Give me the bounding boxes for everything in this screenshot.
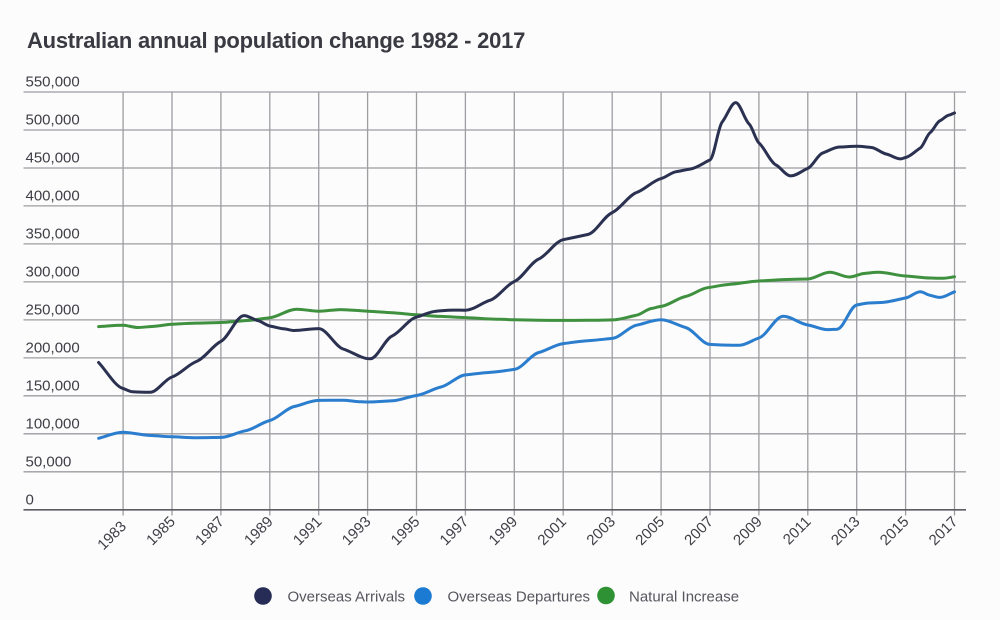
svg-text:1999: 1999 bbox=[486, 513, 522, 549]
svg-text:1997: 1997 bbox=[437, 513, 473, 549]
svg-text:100,000: 100,000 bbox=[26, 415, 80, 432]
svg-text:550,000: 550,000 bbox=[26, 74, 80, 91]
svg-text:2017: 2017 bbox=[926, 513, 962, 549]
svg-text:Natural Increase: Natural Increase bbox=[629, 589, 739, 606]
svg-text:2005: 2005 bbox=[632, 513, 668, 549]
svg-text:2011: 2011 bbox=[780, 513, 815, 548]
svg-text:1983: 1983 bbox=[94, 518, 130, 554]
svg-text:2015: 2015 bbox=[877, 513, 913, 549]
svg-text:400,000: 400,000 bbox=[26, 187, 80, 204]
svg-text:1993: 1993 bbox=[339, 513, 375, 549]
svg-text:0: 0 bbox=[26, 491, 34, 508]
svg-text:2009: 2009 bbox=[730, 513, 766, 549]
svg-text:250,000: 250,000 bbox=[26, 301, 80, 318]
svg-text:500,000: 500,000 bbox=[26, 112, 80, 129]
svg-text:1989: 1989 bbox=[241, 513, 277, 549]
svg-text:1991: 1991 bbox=[290, 513, 326, 549]
svg-text:2013: 2013 bbox=[828, 513, 864, 549]
svg-text:Overseas Departures: Overseas Departures bbox=[448, 589, 591, 606]
svg-text:Overseas Arrivals: Overseas Arrivals bbox=[288, 589, 406, 606]
svg-text:2001: 2001 bbox=[534, 513, 570, 549]
svg-text:1995: 1995 bbox=[388, 513, 424, 549]
svg-text:Australian annual population c: Australian annual population change 1982… bbox=[27, 28, 525, 53]
svg-text:1987: 1987 bbox=[192, 513, 228, 549]
svg-text:1985: 1985 bbox=[143, 513, 179, 549]
svg-text:50,000: 50,000 bbox=[26, 453, 72, 470]
svg-text:350,000: 350,000 bbox=[26, 225, 80, 242]
svg-text:300,000: 300,000 bbox=[26, 263, 80, 280]
svg-text:200,000: 200,000 bbox=[26, 339, 80, 356]
svg-text:150,000: 150,000 bbox=[26, 377, 80, 394]
svg-text:2007: 2007 bbox=[681, 513, 717, 549]
svg-text:450,000: 450,000 bbox=[26, 150, 80, 167]
svg-text:2003: 2003 bbox=[583, 513, 619, 549]
